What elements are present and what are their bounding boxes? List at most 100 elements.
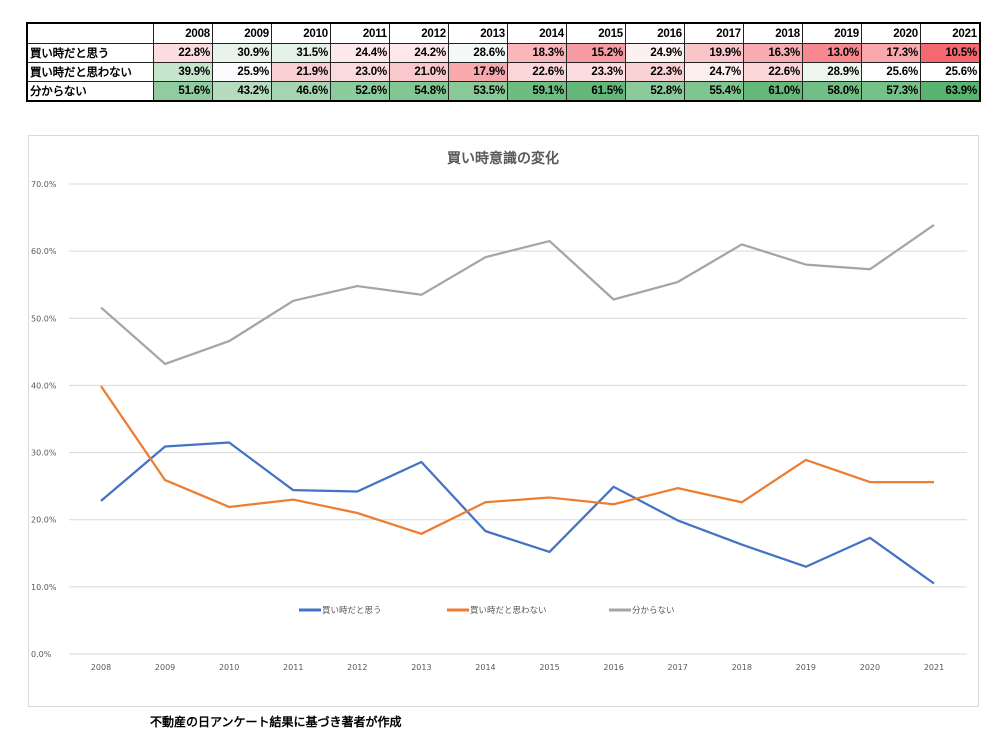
y-tick-label: 70.0% — [31, 180, 57, 189]
table-cell: 28.6% — [448, 43, 508, 63]
year-header-2017: 2017 — [684, 22, 744, 44]
year-header-2010: 2010 — [271, 22, 331, 44]
y-tick-label: 40.0% — [31, 381, 57, 390]
x-axis-labels: 2008 2009 2010 2011 2012 2013 2014 2015 2016 2017… — [91, 663, 944, 672]
year-header-2009: 2009 — [212, 22, 272, 44]
series-line-0 — [100, 441, 935, 585]
table-cell: 19.9% — [684, 43, 744, 63]
table-cell: 61.0% — [743, 81, 803, 102]
table-cell: 28.9% — [802, 62, 862, 82]
year-header-2012: 2012 — [389, 22, 449, 44]
x-tick-label: 2019 — [796, 663, 816, 672]
table-cell: 15.2% — [566, 43, 626, 63]
x-tick-label: 2010 — [219, 663, 239, 672]
table-row: 分からない 51.6% 43.2% 46.6% 52.6% 54.8% 53.5% 59.1%… — [26, 81, 981, 102]
table-cell: 31.5% — [271, 43, 331, 63]
table-cell: 21.0% — [389, 62, 449, 82]
table-cell: 43.2% — [212, 81, 272, 102]
legend-label: 買い時だと思わない — [470, 605, 547, 615]
x-tick-label: 2014 — [475, 663, 495, 672]
table-cell: 23.0% — [330, 62, 390, 82]
table-cell: 24.9% — [625, 43, 685, 63]
source-caption: 不動産の日アンケート結果に基づき著者が作成 — [150, 715, 402, 729]
x-tick-label: 2020 — [860, 663, 880, 672]
table-cell: 16.3% — [743, 43, 803, 63]
table-cell: 22.8% — [153, 43, 213, 63]
x-tick-label: 2017 — [668, 663, 688, 672]
table-cell: 22.6% — [507, 62, 567, 82]
table-cell: 18.3% — [507, 43, 567, 63]
table-cell: 22.3% — [625, 62, 685, 82]
table-cell: 25.9% — [212, 62, 272, 82]
table-cell: 17.3% — [861, 43, 921, 63]
year-header-2013: 2013 — [448, 22, 508, 44]
x-tick-label: 2011 — [283, 663, 303, 672]
x-tick-label: 2009 — [155, 663, 175, 672]
y-tick-label: 30.0% — [31, 449, 57, 458]
x-tick-label: 2013 — [411, 663, 431, 672]
table-cell: 53.5% — [448, 81, 508, 102]
year-header-2011: 2011 — [330, 22, 390, 44]
row-label: 買い時だと思う — [26, 43, 154, 63]
table-cell: 13.0% — [802, 43, 862, 63]
y-tick-label: 50.0% — [31, 314, 57, 323]
year-header-2021: 2021 — [920, 22, 981, 44]
y-tick-label: 0.0% — [31, 650, 52, 659]
x-tick-label: 2008 — [91, 663, 111, 672]
table-cell: 57.3% — [861, 81, 921, 102]
x-tick-label: 2016 — [603, 663, 623, 672]
table-cell: 61.5% — [566, 81, 626, 102]
table-cell: 51.6% — [153, 81, 213, 102]
x-tick-label: 2015 — [539, 663, 559, 672]
year-header-2016: 2016 — [625, 22, 685, 44]
series-lines — [100, 224, 935, 585]
table-cell: 52.6% — [330, 81, 390, 102]
x-tick-label: 2021 — [924, 663, 944, 672]
table-row: 買い時だと思わない 39.9% 25.9% 21.9% 23.0% 21.0% 17.9% 2… — [26, 62, 981, 82]
table-cell: 52.8% — [625, 81, 685, 102]
table-cell: 25.6% — [861, 62, 921, 82]
table-cell: 39.9% — [153, 62, 213, 82]
x-tick-label: 2012 — [347, 663, 367, 672]
legend-label: 買い時だと思う — [322, 605, 382, 615]
series-line-2 — [100, 224, 935, 366]
gridlines — [69, 183, 967, 655]
y-tick-label: 20.0% — [31, 516, 57, 525]
table-cell: 58.0% — [802, 81, 862, 102]
legend: 買い時だと思う 買い時だと思わない 分からない — [299, 605, 675, 615]
table-cell: 22.6% — [743, 62, 803, 82]
table-cell: 63.9% — [920, 81, 981, 102]
y-tick-label: 60.0% — [31, 247, 57, 256]
table-cell: 59.1% — [507, 81, 567, 102]
year-header-2020: 2020 — [861, 22, 921, 44]
y-tick-label: 10.0% — [31, 583, 57, 592]
table-cell: 21.9% — [271, 62, 331, 82]
table-cell: 24.7% — [684, 62, 744, 82]
table-cell: 24.4% — [330, 43, 390, 63]
table-cell: 10.5% — [920, 43, 981, 63]
chart-title: 買い時意識の変化 — [447, 150, 559, 166]
table-corner-cell — [26, 22, 154, 44]
year-header-2015: 2015 — [566, 22, 626, 44]
table-cell: 23.3% — [566, 62, 626, 82]
table-cell: 30.9% — [212, 43, 272, 63]
year-header-2008: 2008 — [153, 22, 213, 44]
data-table: 2008 2009 2010 2011 2012 2013 2014 2015 2016 2017… — [26, 22, 981, 102]
legend-label: 分からない — [632, 605, 675, 615]
table-cell: 54.8% — [389, 81, 449, 102]
series-line-1 — [100, 385, 934, 535]
line-chart: 買い時意識の変化 0.0% 10.0% 20.0% 30.0% 40.0% 50.0% 60… — [28, 135, 979, 707]
table-cell: 25.6% — [920, 62, 981, 82]
row-label: 分からない — [26, 81, 154, 102]
x-tick-label: 2018 — [732, 663, 752, 672]
table-cell: 46.6% — [271, 81, 331, 102]
table-row: 買い時だと思う 22.8% 30.9% 31.5% 24.4% 24.2% 28.6% 18.… — [26, 43, 981, 63]
year-header-2014: 2014 — [507, 22, 567, 44]
table-cell: 17.9% — [448, 62, 508, 82]
year-header-2019: 2019 — [802, 22, 862, 44]
chart-canvas: 買い時意識の変化 0.0% 10.0% 20.0% 30.0% 40.0% 50.0% 60… — [31, 150, 967, 672]
table-header-row: 2008 2009 2010 2011 2012 2013 2014 2015 2016 2017… — [26, 22, 981, 44]
year-header-2018: 2018 — [743, 22, 803, 44]
table-cell: 55.4% — [684, 81, 744, 102]
y-axis-labels: 0.0% 10.0% 20.0% 30.0% 40.0% 50.0% 60.0% 70.0% — [31, 180, 57, 659]
